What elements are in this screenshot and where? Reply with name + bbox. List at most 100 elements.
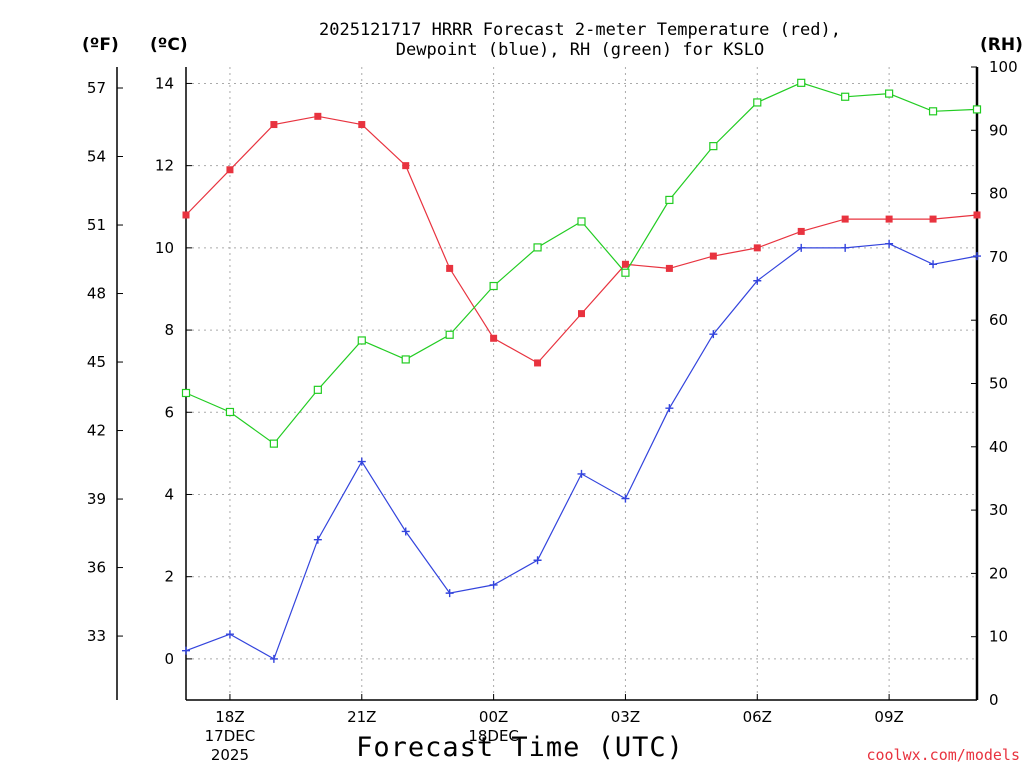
x-tick-date-label: 18DEC (468, 727, 519, 745)
rh-point (445, 330, 454, 339)
rh-point (885, 89, 894, 98)
rh-point (225, 407, 235, 417)
rh-line (185, 82, 978, 445)
temperature-point (797, 227, 805, 235)
x-axis-title: Forecast Time (UTC) (356, 732, 684, 763)
dewpoint-point (753, 276, 762, 285)
temperature-point (446, 264, 454, 272)
dewpoint-point (533, 556, 542, 565)
dewpoint-point (621, 494, 630, 503)
dewpoint-point (225, 630, 234, 639)
dewpoint-point (929, 260, 938, 269)
rh-point (841, 92, 850, 101)
temperature-point (226, 166, 234, 174)
rh-point (577, 217, 586, 226)
rh-point (533, 243, 542, 252)
rh-tick-label: 40 (989, 438, 1008, 456)
x-tick-year-label: 2025 (211, 746, 249, 764)
fahrenheit-tick-label: 51 (87, 216, 106, 234)
celsius-tick-label: 14 (155, 74, 174, 92)
celsius-tick-label: 8 (164, 321, 174, 339)
source-credit: coolwx.com/models (866, 746, 1020, 764)
celsius-unit-label: (ºC) (150, 35, 188, 55)
fahrenheit-tick-label: 48 (87, 285, 106, 303)
celsius-tick-label: 6 (164, 403, 174, 421)
rh-unit-label: (RH) (980, 35, 1023, 55)
celsius-tick-label: 12 (155, 157, 174, 175)
x-tick-label: 18Z (215, 708, 244, 726)
rh-point (972, 105, 982, 114)
x-tick-label: 09Z (874, 708, 903, 726)
dewpoint-point (973, 252, 981, 261)
chart-title-line-2: Dewpoint (blue), RH (green) for KSLO (395, 40, 765, 60)
x-tick-date-label: 17DEC (205, 727, 256, 745)
rh-point (401, 355, 410, 364)
data-series (181, 78, 982, 663)
dewpoint-point (577, 469, 586, 478)
rh-point (753, 98, 762, 107)
x-tick-label: 06Z (743, 708, 772, 726)
rh-point (928, 107, 938, 116)
dewpoint-point (182, 646, 190, 655)
celsius-tick-label: 2 (164, 568, 174, 586)
rh-tick-label: 70 (989, 248, 1008, 266)
x-tick-label: 03Z (611, 708, 640, 726)
rh-point (621, 268, 630, 277)
rh-point (269, 439, 278, 448)
temperature-point (973, 211, 981, 219)
rh-point (313, 385, 322, 394)
temperature-point (709, 252, 717, 260)
fahrenheit-unit-label: (ºF) (82, 35, 119, 55)
fahrenheit-tick-label: 54 (87, 148, 106, 166)
grid-lines (186, 67, 977, 700)
rh-tick-label: 0 (989, 691, 999, 709)
temperature-point (753, 244, 761, 252)
rh-tick-label: 80 (989, 185, 1008, 203)
fahrenheit-tick-label: 39 (87, 490, 106, 508)
axes (116, 66, 979, 701)
temperature-point (182, 211, 190, 219)
temperature-point (314, 112, 322, 120)
rh-tick-label: 20 (989, 564, 1008, 582)
rh-point (357, 336, 366, 345)
temperature-point (402, 162, 410, 170)
x-tick-label: 21Z (347, 708, 376, 726)
fahrenheit-tick-label: 42 (87, 422, 106, 440)
dewpoint-line (185, 243, 978, 660)
temperature-point (534, 359, 542, 367)
temperature-line (185, 115, 978, 364)
dewpoint-point (709, 330, 718, 339)
rh-point (489, 281, 498, 291)
dewpoint-point (269, 654, 278, 663)
dewpoint-point (885, 239, 894, 248)
dewpoint-point (797, 243, 806, 252)
temperature-point (578, 310, 585, 318)
dewpoint-point (841, 243, 850, 252)
dewpoint-point (313, 535, 322, 544)
rh-point (665, 195, 674, 205)
chart-title-line-1: 2025121717 HRRR Forecast 2-meter Tempera… (319, 20, 841, 40)
celsius-tick-label: 0 (164, 650, 174, 668)
rh-tick-label: 100 (989, 58, 1018, 76)
dewpoint-point (401, 527, 410, 536)
rh-point (181, 388, 191, 398)
temperature-point (490, 334, 498, 342)
dewpoint-point (665, 404, 674, 413)
x-tick-label: 00Z (479, 708, 508, 726)
celsius-tick-label: 4 (164, 485, 174, 503)
celsius-tick-label: 10 (155, 239, 174, 257)
fahrenheit-tick-label: 36 (87, 559, 106, 577)
rh-tick-label: 10 (989, 628, 1008, 646)
temperature-point (665, 264, 673, 272)
rh-tick-label: 30 (989, 501, 1008, 519)
rh-tick-label: 60 (989, 311, 1008, 329)
fahrenheit-tick-label: 33 (87, 627, 106, 645)
rh-point (797, 78, 806, 87)
temperature-point (270, 121, 278, 129)
rh-tick-label: 50 (989, 375, 1008, 393)
temperature-point (885, 215, 893, 223)
fahrenheit-tick-label: 45 (87, 353, 106, 371)
temperature-point (929, 215, 937, 223)
dewpoint-point (445, 589, 454, 598)
